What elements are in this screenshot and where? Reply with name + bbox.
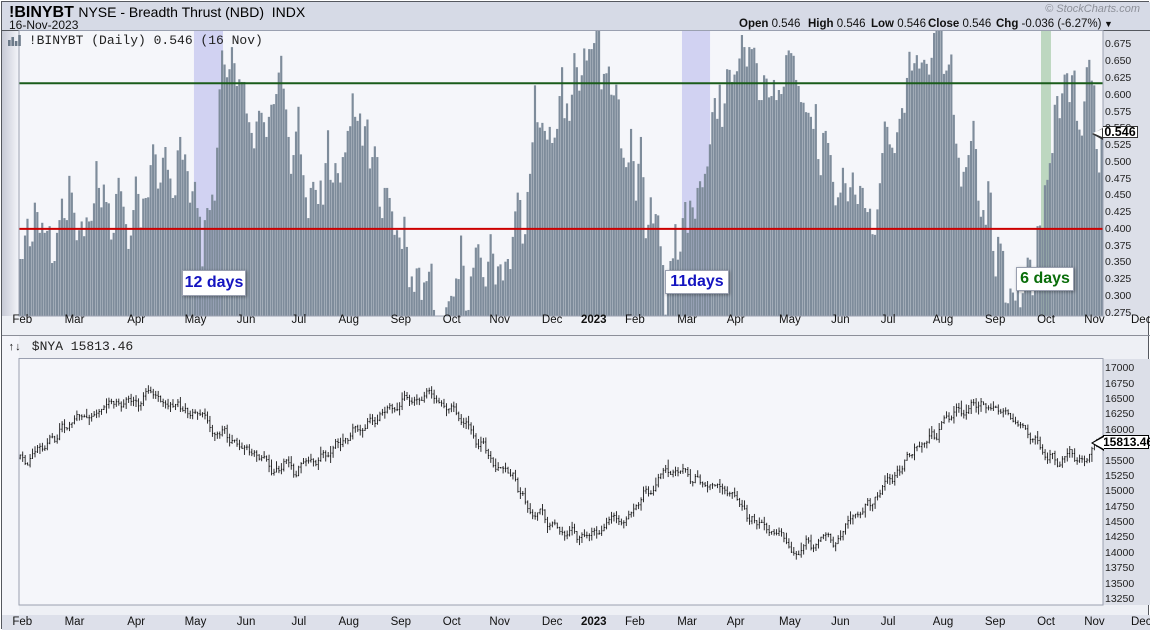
svg-text:↑↓: ↑↓ [8,342,21,352]
